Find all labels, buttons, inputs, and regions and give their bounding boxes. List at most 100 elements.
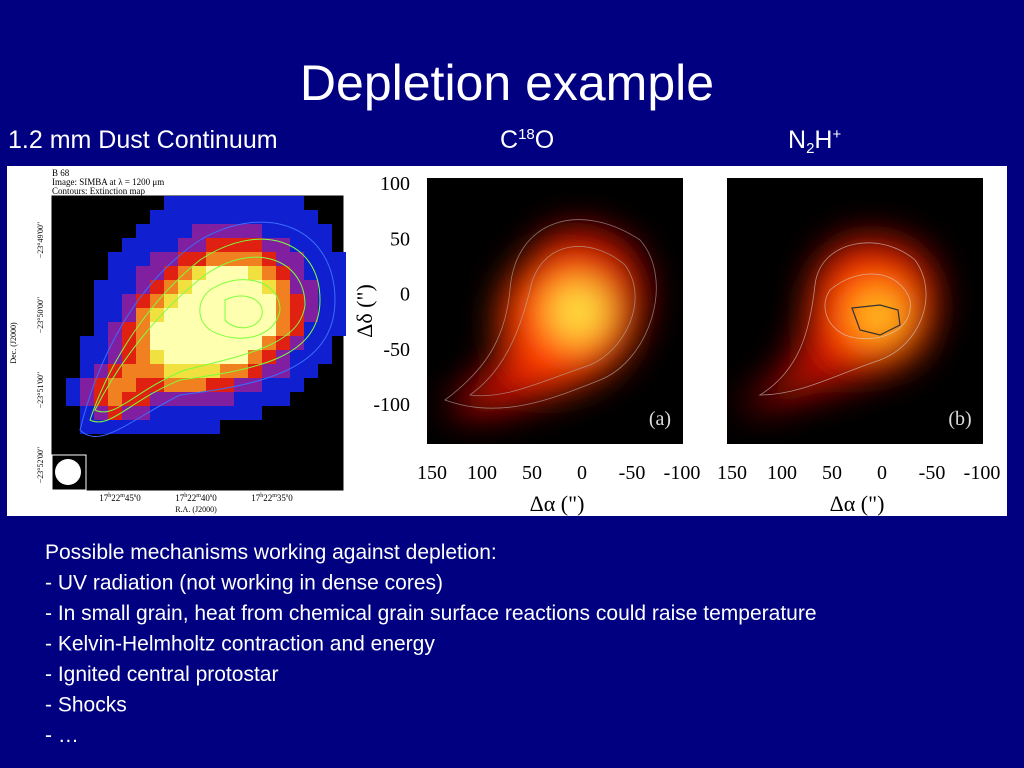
map-pixel xyxy=(318,336,332,350)
map-pixel xyxy=(234,392,248,406)
tick-part: s xyxy=(286,493,289,499)
x-axis-label: R.A. (J2000) xyxy=(175,505,217,514)
map-pixel xyxy=(290,196,304,210)
map-pixel xyxy=(108,252,122,266)
c18o-map xyxy=(444,219,657,415)
map-pixel xyxy=(178,224,192,238)
map-pixel xyxy=(150,252,164,266)
map-pixel xyxy=(248,224,262,238)
bullet: - Shocks xyxy=(45,694,127,717)
map-pixel xyxy=(220,224,234,238)
bullet: - Ignited central protostar xyxy=(45,663,278,686)
tick-part: s xyxy=(134,493,137,499)
map-pixel xyxy=(290,322,304,336)
map-pixel xyxy=(164,210,178,224)
map-pixel xyxy=(108,392,122,406)
map-pixel xyxy=(80,420,94,434)
map-pixel xyxy=(304,308,318,322)
label-part: H xyxy=(814,126,832,154)
map-pixel xyxy=(304,252,318,266)
map-pixel xyxy=(178,308,192,322)
figure-header: B 68 xyxy=(52,168,70,178)
map-pixel xyxy=(276,308,290,322)
map-pixel xyxy=(80,378,94,392)
x-tick-label: -100 xyxy=(664,462,701,484)
map-pixel xyxy=(164,196,178,210)
map-pixel xyxy=(192,392,206,406)
map-pixel xyxy=(150,364,164,378)
map-pixel xyxy=(290,224,304,238)
map-pixel xyxy=(318,350,332,364)
x-tick-label: -50 xyxy=(619,462,646,484)
map-pixel xyxy=(192,224,206,238)
y-tick-label: 100 xyxy=(380,173,410,195)
panel-tag: (b) xyxy=(948,408,971,430)
map-pixel xyxy=(304,322,318,336)
x-tick-label: 17h22m35s0 xyxy=(251,493,293,503)
figure-header: Contours: Extinction map xyxy=(52,186,145,196)
map-pixel xyxy=(108,350,122,364)
map-pixel xyxy=(150,238,164,252)
map-pixel xyxy=(318,238,332,252)
label-part: + xyxy=(832,126,841,143)
map-pixel xyxy=(108,266,122,280)
label-part: 2 xyxy=(806,140,814,157)
tick-part: m xyxy=(196,493,201,499)
map-pixel xyxy=(206,336,220,350)
map-pixel xyxy=(220,336,234,350)
label-part: N xyxy=(788,126,806,154)
map-pixel xyxy=(192,406,206,420)
x-tick-label: 150 xyxy=(417,462,447,484)
map-pixel xyxy=(248,196,262,210)
map-pixel xyxy=(262,294,276,308)
map-pixel xyxy=(108,420,122,434)
y-tick-label: −23°50'00" xyxy=(36,297,45,333)
map-pixel xyxy=(94,336,108,350)
map-pixel xyxy=(66,378,80,392)
map-pixel xyxy=(290,336,304,350)
map-pixel xyxy=(178,420,192,434)
map-pixel xyxy=(150,378,164,392)
map-pixel xyxy=(94,406,108,420)
map-pixel xyxy=(178,210,192,224)
map-pixel xyxy=(122,406,136,420)
map-pixel xyxy=(304,238,318,252)
bullet: - UV radiation (not working in dense cor… xyxy=(45,572,443,595)
map-pixel xyxy=(304,210,318,224)
map-pixel xyxy=(94,294,108,308)
map-pixel xyxy=(248,294,262,308)
x-tick-label: 50 xyxy=(522,462,542,484)
map-pixel xyxy=(290,238,304,252)
map-pixel xyxy=(164,294,178,308)
map-pixel xyxy=(192,420,206,434)
bullet: - … xyxy=(45,724,79,747)
map-pixel xyxy=(262,378,276,392)
tick-part: 45 xyxy=(125,493,135,503)
map-pixel xyxy=(248,392,262,406)
map-pixel xyxy=(248,350,262,364)
map-pixel xyxy=(122,420,136,434)
map-pixel xyxy=(192,322,206,336)
map-pixel xyxy=(136,294,150,308)
map-pixel xyxy=(206,238,220,252)
map-pixel xyxy=(150,336,164,350)
map-pixel xyxy=(108,336,122,350)
map-pixel xyxy=(234,364,248,378)
x-tick-label: 17h22m45s0 xyxy=(99,493,141,503)
map-pixel xyxy=(108,364,122,378)
map-pixel xyxy=(262,392,276,406)
tick-part: h xyxy=(260,493,263,499)
map-pixel xyxy=(248,322,262,336)
bullet: Possible mechanisms working against depl… xyxy=(45,541,497,564)
label-part: C xyxy=(500,126,518,154)
map-pixel xyxy=(220,406,234,420)
map-pixel xyxy=(164,392,178,406)
map-pixel xyxy=(206,406,220,420)
tick-part: 0 xyxy=(136,493,141,503)
map-pixel xyxy=(122,336,136,350)
map-pixel xyxy=(150,280,164,294)
map-pixel xyxy=(136,238,150,252)
map-pixel xyxy=(164,406,178,420)
